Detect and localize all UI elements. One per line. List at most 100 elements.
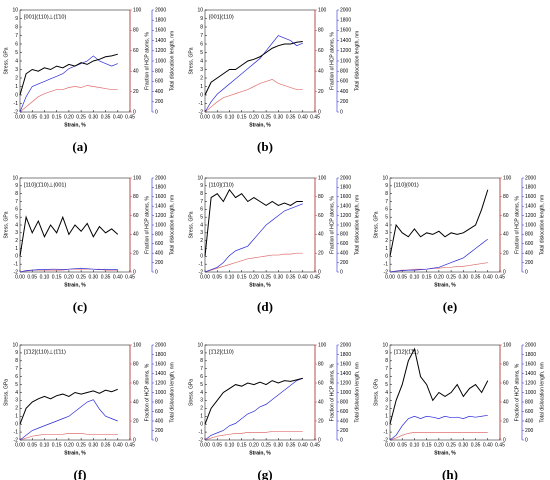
y3-tick-label: 600 bbox=[155, 79, 164, 85]
series-line bbox=[204, 431, 303, 441]
series-line bbox=[389, 238, 488, 273]
y-tick-label: 8 bbox=[200, 358, 203, 364]
y3-tick-label: 1000 bbox=[340, 58, 351, 64]
y2-tick-label: 0 bbox=[133, 109, 136, 115]
y-tick-label: 4 bbox=[200, 222, 203, 228]
y2-tick-label: 80 bbox=[133, 28, 139, 34]
y3-tick-label: 200 bbox=[155, 428, 164, 434]
y3-tick-label: 1600 bbox=[525, 361, 536, 367]
chart-title: [1̄12](110) bbox=[209, 349, 234, 355]
x-tick-label: 0.10 bbox=[40, 114, 50, 120]
y-tick-label: 6 bbox=[15, 207, 18, 213]
y3-tick-label: 800 bbox=[340, 232, 349, 238]
y2-tick-label: 80 bbox=[133, 361, 139, 367]
y-tick-label: 3 bbox=[385, 230, 388, 236]
y-tick-label: 4 bbox=[200, 390, 203, 396]
y3-tick-label: 2000 bbox=[155, 7, 166, 13]
y2-tick-label: 60 bbox=[503, 213, 509, 219]
x-axis-title: Strain, % bbox=[434, 450, 456, 456]
y-tick-label: 1 bbox=[385, 246, 388, 252]
y-tick-label: 2 bbox=[15, 238, 18, 244]
y-tick-label: 10 bbox=[197, 342, 203, 348]
y3-tick-label: 800 bbox=[155, 399, 164, 405]
y3-tick-label: 1000 bbox=[155, 390, 166, 396]
plot-frame bbox=[204, 9, 316, 113]
x-axis-title: Strain, % bbox=[64, 450, 86, 456]
y3-tick-label: 0 bbox=[155, 109, 158, 115]
y3-tick-label: 1200 bbox=[340, 213, 351, 219]
y3-tick-label: 1200 bbox=[340, 48, 351, 54]
y2-tick-label: 40 bbox=[318, 69, 324, 75]
y3-tick-label: 2000 bbox=[525, 175, 536, 181]
y3-tick-label: 2000 bbox=[155, 342, 166, 348]
y-tick-label: 8 bbox=[200, 191, 203, 197]
y-tick-label: 0 bbox=[15, 92, 18, 98]
y-tick-label: 4 bbox=[385, 390, 388, 396]
y2-tick-label: 0 bbox=[318, 109, 321, 115]
y-tick-label: 0 bbox=[15, 254, 18, 260]
plot-frame bbox=[389, 177, 501, 273]
x-tick-label: 0.45 bbox=[310, 442, 320, 448]
x-tick-label: 0.10 bbox=[40, 274, 50, 280]
x-tick-label: 0.15 bbox=[52, 114, 62, 120]
y3-tick-label: 1000 bbox=[155, 58, 166, 64]
y3-axis-title: Total dislocation length, nm bbox=[354, 362, 360, 422]
y-tick-label: 5 bbox=[15, 214, 18, 220]
y3-tick-label: 2000 bbox=[340, 175, 351, 181]
y-tick-label: 5 bbox=[15, 50, 18, 56]
y3-tick-label: 1000 bbox=[340, 222, 351, 228]
x-tick-label: 0.40 bbox=[483, 442, 493, 448]
y2-tick-label: 100 bbox=[503, 175, 512, 181]
x-tick-label: 0.35 bbox=[286, 274, 296, 280]
y-tick-label: 10 bbox=[12, 7, 18, 13]
y-axis-title: Stress, GPa bbox=[188, 211, 194, 238]
y-tick-label: -2 bbox=[384, 269, 389, 275]
x-tick-label: 0.30 bbox=[88, 274, 98, 280]
chart-title: [1̄12](1̄11) bbox=[394, 349, 419, 355]
y-tick-label: 2 bbox=[15, 75, 18, 81]
x-axis-title: Strain, % bbox=[249, 450, 271, 456]
y-tick-label: 4 bbox=[15, 222, 18, 228]
y3-tick-label: 800 bbox=[155, 69, 164, 75]
x-tick-label: 0.30 bbox=[88, 114, 98, 120]
y3-axis-title: Total dislocation length, nm bbox=[539, 362, 545, 422]
y3-tick-label: 0 bbox=[155, 269, 158, 275]
y3-tick-label: 1600 bbox=[155, 194, 166, 200]
y2-tick-label: 60 bbox=[133, 380, 139, 386]
y-tick-label: 9 bbox=[15, 183, 18, 189]
x-tick-label: 0.05 bbox=[27, 442, 37, 448]
chart-title: [1̄12](110)⊥(1̄11) bbox=[24, 348, 66, 355]
y3-tick-label: 1400 bbox=[155, 371, 166, 377]
y2-tick-label: 60 bbox=[318, 380, 324, 386]
y2-tick-label: 80 bbox=[318, 28, 324, 34]
series-line bbox=[19, 267, 118, 273]
y3-tick-label: 0 bbox=[155, 437, 158, 443]
y3-tick-label: 400 bbox=[525, 251, 534, 257]
x-tick-label: 0.45 bbox=[125, 274, 135, 280]
y2-tick-label: 100 bbox=[318, 175, 327, 181]
x-axis-title: Strain, % bbox=[249, 122, 271, 128]
x-tick-label: 0.10 bbox=[225, 274, 235, 280]
chart-title: [001](110)⊥(1̄10) bbox=[24, 13, 66, 20]
y3-tick-label: 800 bbox=[155, 232, 164, 238]
x-tick-label: 0.05 bbox=[212, 114, 222, 120]
y-tick-label: 7 bbox=[15, 199, 18, 205]
x-tick-label: 0.30 bbox=[458, 274, 468, 280]
y2-axis-title: Fraction of HCP atoms, % bbox=[329, 363, 335, 421]
y2-tick-label: 40 bbox=[503, 232, 509, 238]
y-tick-label: 3 bbox=[200, 398, 203, 404]
chart-title: [001](110) bbox=[209, 14, 234, 20]
series-line bbox=[204, 188, 303, 257]
y2-tick-label: 80 bbox=[318, 361, 324, 367]
x-tick-label: 0.45 bbox=[125, 442, 135, 448]
y-tick-label: 4 bbox=[15, 390, 18, 396]
y2-tick-label: 20 bbox=[503, 251, 509, 257]
y-tick-label: -1 bbox=[384, 261, 389, 267]
x-tick-label: 0.35 bbox=[286, 114, 296, 120]
y2-axis-title: Fraction of HCP atoms, % bbox=[514, 196, 520, 254]
x-tick-label: 0.05 bbox=[27, 274, 37, 280]
y2-axis-title: Fraction of HCP atoms, % bbox=[144, 363, 150, 421]
y-tick-label: 2 bbox=[200, 406, 203, 412]
chart-title: [110](1̄10)⊥(001) bbox=[24, 181, 66, 188]
